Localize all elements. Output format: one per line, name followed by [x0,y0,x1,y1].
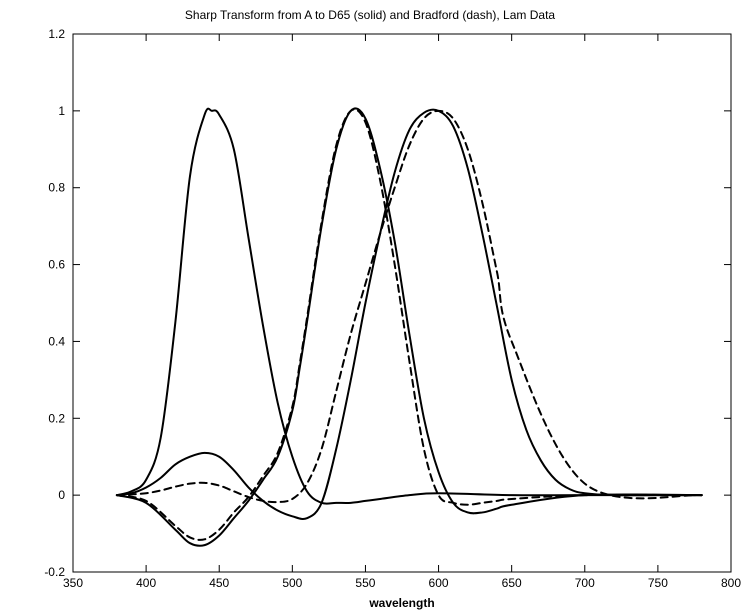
x-tick-label: 450 [209,576,229,590]
x-tick-label: 800 [721,576,741,590]
series-group [115,107,703,547]
x-tick-label: 750 [648,576,668,590]
y-tick-label: 0.6 [48,258,65,272]
y-tick-label: -0.2 [44,565,65,579]
x-tick-label: 650 [502,576,522,590]
x-tick-label: 600 [429,576,449,590]
chart-title: Sharp Transform from A to D65 (solid) an… [185,8,555,22]
dashed-series-line-4 [115,109,703,504]
y-tick-label: 0.4 [48,334,65,348]
x-axis-label: wavelength [368,596,434,610]
plot-area-frame [72,33,732,573]
y-tick-label: 0 [58,488,65,502]
y-tick-label: 1.2 [48,27,65,41]
y-axis: -0.2 0 0.2 0.4 0.6 0.8 1 1.2 [44,27,731,579]
y-tick-label: 0.8 [48,181,65,195]
y-tick-label: 1 [58,104,65,118]
x-tick-label: 400 [136,576,156,590]
solid-series-line-3 [115,108,703,521]
solid-series-line-1 [115,107,703,505]
x-tick-label: 500 [282,576,302,590]
x-axis: 350 400 450 500 550 600 650 700 750 800 [63,34,741,590]
x-tick-label: 700 [575,576,595,590]
x-tick-label: 350 [63,576,83,590]
x-tick-label: 550 [355,576,375,590]
solid-series-line-2 [115,107,703,547]
dashed-series-line-5 [115,108,703,541]
y-tick-label: 0.2 [48,411,65,425]
